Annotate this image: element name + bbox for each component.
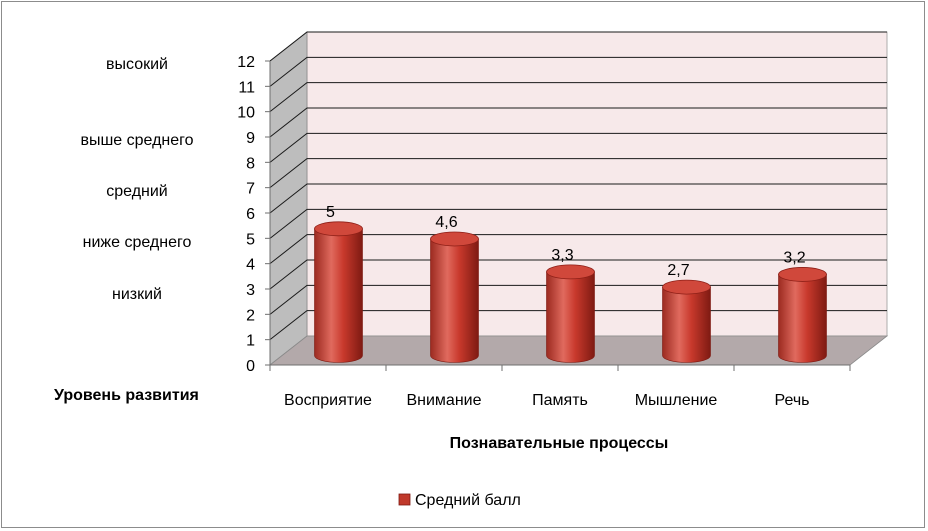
gridline bbox=[269, 132, 887, 163]
gridline bbox=[269, 208, 887, 239]
y-tick-label: 0 bbox=[246, 358, 255, 375]
y-tick-label: 3 bbox=[246, 282, 255, 299]
bar-body bbox=[430, 238, 479, 363]
data-label: 4,6 bbox=[435, 214, 457, 231]
x-tick-label: Мышление bbox=[635, 392, 718, 409]
gridline bbox=[269, 183, 887, 214]
data-label: 2,7 bbox=[667, 262, 689, 279]
bar-top bbox=[778, 267, 827, 282]
y-tick-label: 5 bbox=[246, 231, 255, 248]
gridline bbox=[269, 82, 887, 113]
bar: 4,6 bbox=[430, 214, 479, 363]
y-tick-label: 1 bbox=[246, 333, 255, 350]
y-tick-label: 8 bbox=[246, 155, 255, 172]
x-tick-label: Память bbox=[532, 392, 588, 409]
gridline bbox=[269, 158, 887, 189]
y-tick-label: 10 bbox=[237, 105, 255, 122]
level-label: высокий bbox=[106, 56, 168, 73]
gridline bbox=[269, 259, 887, 290]
gridline bbox=[269, 107, 887, 138]
level-labels: высокий выше среднего средний ниже среднего… bbox=[80, 56, 193, 303]
bar: 2,7 bbox=[662, 262, 711, 363]
bar: 3,2 bbox=[778, 249, 827, 363]
bar: 3,3 bbox=[546, 247, 595, 363]
gridlines bbox=[269, 31, 887, 366]
level-label: ниже среднего bbox=[83, 234, 192, 251]
gridline bbox=[269, 31, 887, 62]
gridline bbox=[269, 234, 887, 265]
bar-body bbox=[662, 286, 711, 363]
data-label: 3,2 bbox=[783, 249, 805, 266]
y-axis-title: Уровень развития bbox=[54, 387, 199, 404]
x-tick-label: Речь bbox=[774, 392, 809, 409]
level-label: средний bbox=[106, 183, 168, 200]
y-tick-label: 6 bbox=[246, 206, 255, 223]
data-label: 5 bbox=[326, 204, 335, 221]
y-tick-label: 7 bbox=[246, 181, 255, 198]
y-tick-label: 2 bbox=[246, 307, 255, 324]
bar: 5 bbox=[314, 204, 363, 363]
bar-body bbox=[546, 271, 595, 363]
bar-top bbox=[662, 279, 711, 295]
bar-top bbox=[314, 221, 363, 237]
bar-body bbox=[314, 228, 363, 363]
bar-body bbox=[778, 274, 827, 363]
y-tick-label: 12 bbox=[237, 54, 255, 71]
y-tick-label: 4 bbox=[246, 257, 255, 274]
y-tick-label: 9 bbox=[246, 130, 255, 147]
level-label: низкий bbox=[112, 286, 162, 303]
x-axis-title: Познавательные процессы bbox=[450, 435, 669, 452]
x-tick-label: Внимание bbox=[406, 392, 481, 409]
x-axis-ticks: Восприятие Внимание Память Мышление Речь bbox=[269, 365, 851, 409]
legend: Средний балл bbox=[398, 492, 521, 509]
legend-label: Средний балл bbox=[415, 492, 521, 509]
bar-series: 5 4,6 3,3 2,7 3,2 bbox=[314, 204, 827, 363]
gridline bbox=[269, 56, 887, 87]
bar-top bbox=[546, 264, 595, 280]
bar-top bbox=[430, 231, 479, 247]
x-tick-label: Восприятие bbox=[284, 392, 372, 409]
y-tick-label: 11 bbox=[238, 79, 255, 96]
level-label: выше среднего bbox=[80, 132, 193, 149]
data-label: 3,3 bbox=[551, 247, 573, 264]
legend-swatch bbox=[398, 493, 411, 506]
